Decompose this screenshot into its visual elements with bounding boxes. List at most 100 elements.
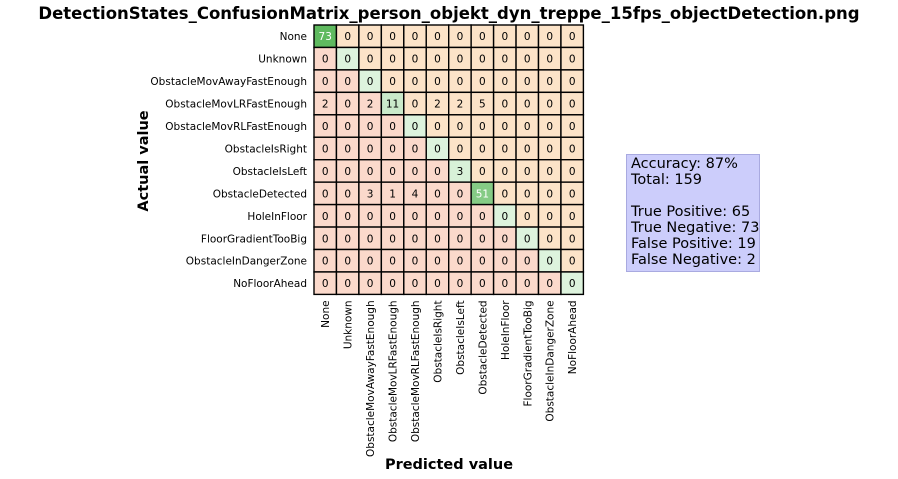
cell-value-2-10: 0 — [546, 76, 553, 88]
cell-value-11-3: 0 — [389, 278, 396, 290]
cell-value-5-8: 0 — [501, 143, 508, 155]
cell-value-2-6: 0 — [457, 76, 464, 88]
cell-value-9-8: 0 — [501, 233, 508, 245]
cell-value-1-9: 0 — [524, 54, 531, 66]
cell-value-3-0: 2 — [322, 99, 329, 111]
x-tick-label-3: ObstacleMovLRFastEnough — [388, 300, 400, 442]
cell-value-8-0: 0 — [322, 211, 329, 223]
cell-value-0-6: 0 — [457, 31, 464, 43]
cell-value-7-3: 1 — [389, 188, 396, 200]
cell-value-1-4: 0 — [412, 54, 419, 66]
cell-value-7-4: 4 — [412, 188, 419, 200]
cell-value-6-7: 0 — [479, 166, 486, 178]
cell-value-3-10: 0 — [546, 99, 553, 111]
y-tick-label-6: ObstacleIsLeft — [233, 166, 307, 178]
y-tick-label-3: ObstacleMovLRFastEnough — [165, 99, 307, 111]
cell-value-3-11: 0 — [569, 99, 576, 111]
cell-value-2-5: 0 — [434, 76, 441, 88]
cell-value-6-11: 0 — [569, 166, 576, 178]
cell-value-7-5: 0 — [434, 188, 441, 200]
cell-value-11-7: 0 — [479, 278, 486, 290]
cell-value-4-4: 0 — [412, 121, 419, 133]
true-negative-text: True Negative: 73 — [631, 220, 760, 236]
cell-value-11-4: 0 — [412, 278, 419, 290]
cell-value-5-0: 0 — [322, 143, 329, 155]
cell-value-6-6: 3 — [457, 166, 464, 178]
cell-value-5-11: 0 — [569, 143, 576, 155]
x-tick-label-10: ObstacleInDangerZone — [545, 300, 557, 421]
cell-value-5-5: 0 — [434, 143, 441, 155]
cell-value-1-6: 0 — [457, 54, 464, 66]
cell-value-8-4: 0 — [412, 211, 419, 223]
y-tick-label-0: None — [280, 31, 307, 43]
cell-value-10-8: 0 — [501, 256, 508, 268]
cell-value-11-5: 0 — [434, 278, 441, 290]
cell-value-11-8: 0 — [501, 278, 508, 290]
matrix-cells: 73 0 0 0 0 0 0 0 0 0 0 0 0 0 0 0 0 0 0 0 0 0 0 0 0 0 0 0 0 0 0 0 0 0 0 0 2 0 2… — [313, 24, 585, 296]
cell-value-2-7: 0 — [479, 76, 486, 88]
cell-value-10-9: 0 — [524, 256, 531, 268]
cell-value-3-2: 2 — [367, 99, 374, 111]
cell-value-8-11: 0 — [569, 211, 576, 223]
cell-value-9-4: 0 — [412, 233, 419, 245]
false-negative-text: False Negative: 2 — [631, 252, 756, 268]
cell-value-10-5: 0 — [434, 256, 441, 268]
x-tick-label-0: None — [320, 300, 332, 327]
cell-value-7-10: 0 — [546, 188, 553, 200]
cell-value-10-0: 0 — [322, 256, 329, 268]
x-tick-label-9: FloorGradientTooBig — [522, 300, 534, 406]
cell-value-3-7: 5 — [479, 99, 486, 111]
cell-value-6-3: 0 — [389, 166, 396, 178]
cell-value-4-5: 0 — [434, 121, 441, 133]
cell-value-2-8: 0 — [501, 76, 508, 88]
cell-value-7-2: 3 — [367, 188, 374, 200]
cell-value-10-7: 0 — [479, 256, 486, 268]
cell-value-3-8: 0 — [501, 99, 508, 111]
cell-value-1-1: 0 — [344, 54, 351, 66]
cell-value-2-1: 0 — [344, 76, 351, 88]
cell-value-3-5: 2 — [434, 99, 441, 111]
cell-value-6-10: 0 — [546, 166, 553, 178]
cell-value-6-9: 0 — [524, 166, 531, 178]
cell-value-1-11: 0 — [569, 54, 576, 66]
cell-value-5-10: 0 — [546, 143, 553, 155]
x-tick-label-4: ObstacleMovRLFastEnough — [410, 300, 422, 442]
cell-value-7-6: 0 — [457, 188, 464, 200]
cell-value-5-9: 0 — [524, 143, 531, 155]
cell-value-0-7: 0 — [479, 31, 486, 43]
cell-value-11-0: 0 — [322, 278, 329, 290]
cell-value-4-8: 0 — [501, 121, 508, 133]
y-tick-label-1: Unknown — [258, 54, 307, 66]
cell-value-0-3: 0 — [389, 31, 396, 43]
cell-value-11-6: 0 — [457, 278, 464, 290]
cell-value-4-9: 0 — [524, 121, 531, 133]
cell-value-11-1: 0 — [344, 278, 351, 290]
cell-value-4-1: 0 — [344, 121, 351, 133]
cell-value-4-2: 0 — [367, 121, 374, 133]
true-positive-text: True Positive: 65 — [631, 204, 751, 220]
cell-value-0-4: 0 — [412, 31, 419, 43]
x-tick-label-6: ObstacleIsLeft — [455, 300, 467, 374]
cell-value-10-6: 0 — [457, 256, 464, 268]
cell-value-8-2: 0 — [367, 211, 374, 223]
cell-value-8-9: 0 — [524, 211, 531, 223]
cell-value-8-10: 0 — [546, 211, 553, 223]
cell-value-4-10: 0 — [546, 121, 553, 133]
cell-value-4-7: 0 — [479, 121, 486, 133]
cell-value-9-3: 0 — [389, 233, 396, 245]
cell-value-10-11: 0 — [569, 256, 576, 268]
cell-value-11-11: 0 — [569, 278, 576, 290]
cell-value-1-8: 0 — [501, 54, 508, 66]
cell-value-5-4: 0 — [412, 143, 419, 155]
cell-value-9-1: 0 — [344, 233, 351, 245]
cell-value-8-3: 0 — [389, 211, 396, 223]
cell-value-7-0: 0 — [322, 188, 329, 200]
stats-box: Accuracy: 87% Total: 159 True Positive: … — [626, 154, 760, 272]
cell-value-0-1: 0 — [344, 31, 351, 43]
cell-value-11-2: 0 — [367, 278, 374, 290]
cell-value-9-11: 0 — [569, 233, 576, 245]
cell-value-0-11: 0 — [569, 31, 576, 43]
cell-value-0-8: 0 — [501, 31, 508, 43]
cell-value-6-8: 0 — [501, 166, 508, 178]
cell-value-1-2: 0 — [367, 54, 374, 66]
